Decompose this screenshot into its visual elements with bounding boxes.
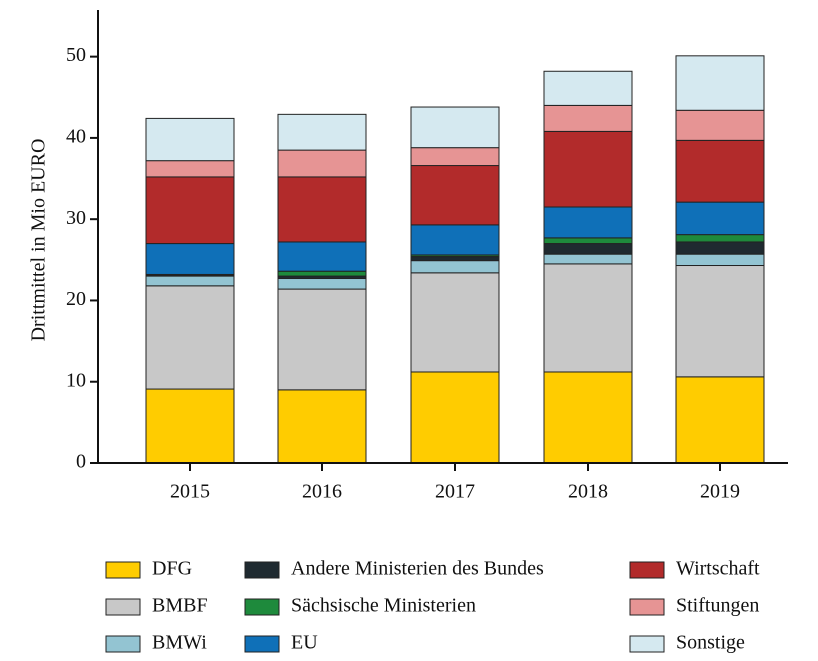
bar-segment: [277, 288, 367, 391]
y-tick-label: 20: [66, 288, 86, 310]
bar-segment: [543, 130, 633, 208]
bar-segment: [145, 285, 235, 390]
bar-segment: [277, 278, 367, 290]
legend-swatch: [244, 561, 280, 579]
bar-segment: [145, 243, 235, 275]
legend-label: EU: [291, 632, 318, 654]
bar-segment: [543, 70, 633, 106]
bar-segment: [277, 270, 367, 277]
bar-segment: [145, 388, 235, 464]
bar-segment: [145, 275, 235, 287]
x-tick-label: 2015: [170, 481, 210, 503]
y-tick-label: 0: [76, 451, 86, 473]
bar-segment: [543, 253, 633, 265]
bar-segment: [145, 160, 235, 178]
bar-segment: [543, 371, 633, 464]
bar-segment: [675, 55, 765, 111]
bar-segment: [675, 376, 765, 464]
legend-swatch: [629, 561, 665, 579]
bar-segment: [675, 253, 765, 267]
legend-swatch: [105, 561, 141, 579]
bar-segment: [145, 176, 235, 245]
bar-segment: [145, 117, 235, 162]
legend-label: Stiftungen: [676, 595, 759, 617]
legend-label: Sonstige: [676, 632, 745, 654]
legend-label: DFG: [152, 558, 192, 580]
bar-segment: [410, 106, 500, 149]
legend-swatch: [244, 635, 280, 653]
legend-label: BMBF: [152, 595, 208, 617]
bar-segment: [277, 241, 367, 272]
legend-label: Andere Ministerien des Bundes: [291, 558, 544, 580]
bar-segment: [277, 176, 367, 243]
bar-segment: [410, 165, 500, 226]
legend-swatch: [105, 598, 141, 616]
y-tick-label: 30: [66, 207, 86, 229]
bar-segment: [675, 265, 765, 378]
legend-swatch: [105, 635, 141, 653]
bar-segment: [277, 113, 367, 151]
bar-segment: [675, 139, 765, 203]
bar-segment: [410, 147, 500, 167]
bar-segment: [543, 206, 633, 239]
legend-swatch: [629, 635, 665, 653]
bar-segment: [410, 260, 500, 274]
x-tick-label: 2016: [302, 481, 342, 503]
bar-segment: [675, 201, 765, 236]
legend-swatch: [244, 598, 280, 616]
bar-segment: [410, 256, 500, 262]
bar-segment: [410, 224, 500, 256]
bar-segment: [410, 371, 500, 464]
x-tick-label: 2017: [435, 481, 475, 503]
bar-segment: [410, 272, 500, 373]
legend-swatch: [629, 598, 665, 616]
bar-segment: [675, 241, 765, 255]
legend-label: Wirtschaft: [676, 558, 760, 580]
bar-segment: [543, 104, 633, 132]
x-tick-label: 2018: [568, 481, 608, 503]
bar-segment: [277, 149, 367, 178]
bar-segment: [675, 234, 765, 243]
y-tick-label: 10: [66, 369, 86, 391]
bar-segment: [543, 237, 633, 245]
y-axis-label: Drittmittel in Mio EURO: [28, 139, 50, 342]
legend-label: Sächsische Ministerien: [291, 595, 476, 617]
bar-segment: [675, 109, 765, 141]
bar-segment: [543, 263, 633, 373]
y-tick-label: 40: [66, 126, 86, 148]
x-tick-label: 2019: [700, 481, 740, 503]
bar-segment: [543, 243, 633, 255]
y-tick-label: 50: [66, 44, 86, 66]
bar-segment: [277, 389, 367, 464]
legend-label: BMWi: [152, 632, 207, 654]
